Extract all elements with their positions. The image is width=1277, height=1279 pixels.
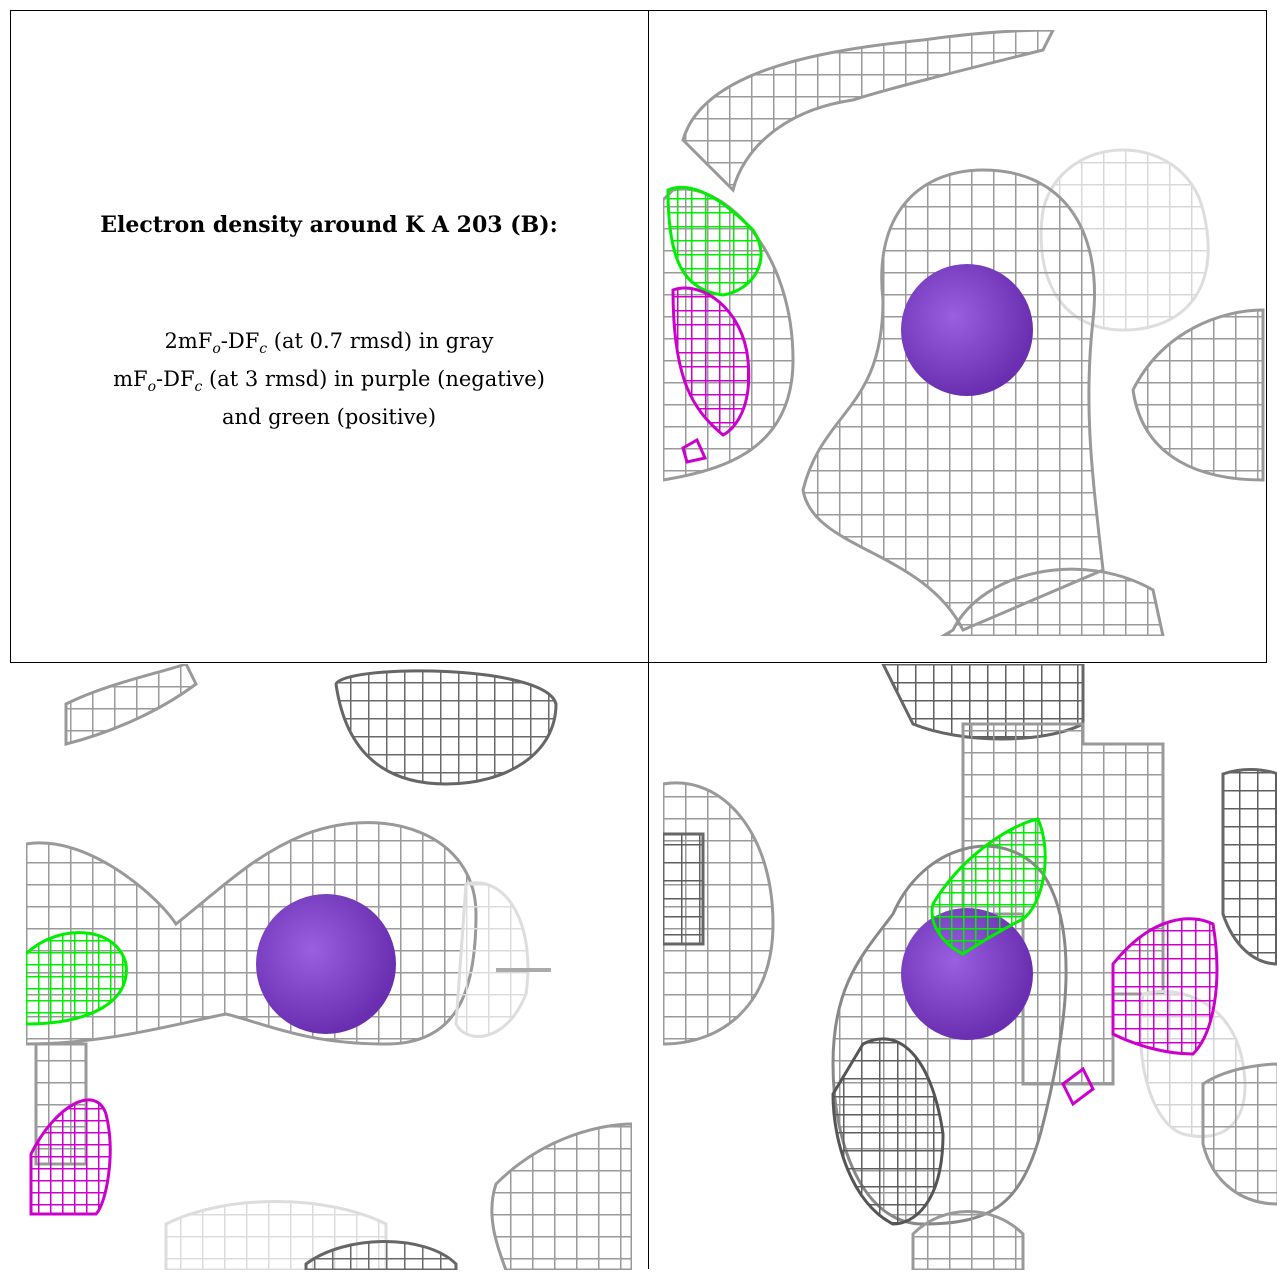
density-render-3	[663, 664, 1277, 1270]
legend-subscript: c	[259, 341, 268, 358]
legend-text: 2mF	[164, 329, 213, 353]
ion-sphere	[901, 264, 1033, 396]
legend-line-2fofc: 2mFo-DFc (at 0.7 rmsd) in gray	[10, 326, 648, 364]
legend-text: -DF	[156, 367, 195, 392]
border-left	[10, 10, 11, 662]
legend-text: -DF	[220, 329, 260, 353]
legend-subscript: c	[194, 379, 203, 396]
border-middle-vertical	[648, 10, 649, 1269]
caption-title: Electron density around K A 203 (B):	[100, 212, 558, 238]
caption-panel: Electron density around K A 203 (B): 2mF…	[10, 10, 648, 662]
density-view-top-right	[663, 30, 1277, 636]
density-render-1	[663, 30, 1265, 636]
caption-legend: 2mFo-DFc (at 0.7 rmsd) in gray mFo-DFc (…	[10, 326, 648, 432]
border-right	[1266, 10, 1267, 662]
ion-sphere	[256, 894, 396, 1034]
legend-text: (at 3 rmsd) in purple (negative)	[202, 367, 545, 392]
border-middle-horizontal	[10, 662, 1267, 663]
legend-subscript: o	[147, 379, 157, 396]
density-view-bottom-left	[26, 664, 632, 1270]
legend-text: (at 0.7 rmsd) in gray	[267, 329, 494, 353]
legend-line-fofc: mFo-DFc (at 3 rmsd) in purple (negative)	[10, 364, 648, 402]
legend-line-colors: and green (positive)	[221, 405, 437, 430]
legend-text: mF	[113, 367, 148, 392]
border-top	[10, 10, 1267, 11]
ion-sphere	[901, 908, 1033, 1040]
density-render-2	[26, 664, 632, 1270]
density-view-bottom-right	[663, 664, 1277, 1270]
legend-subscript: o	[212, 341, 221, 358]
